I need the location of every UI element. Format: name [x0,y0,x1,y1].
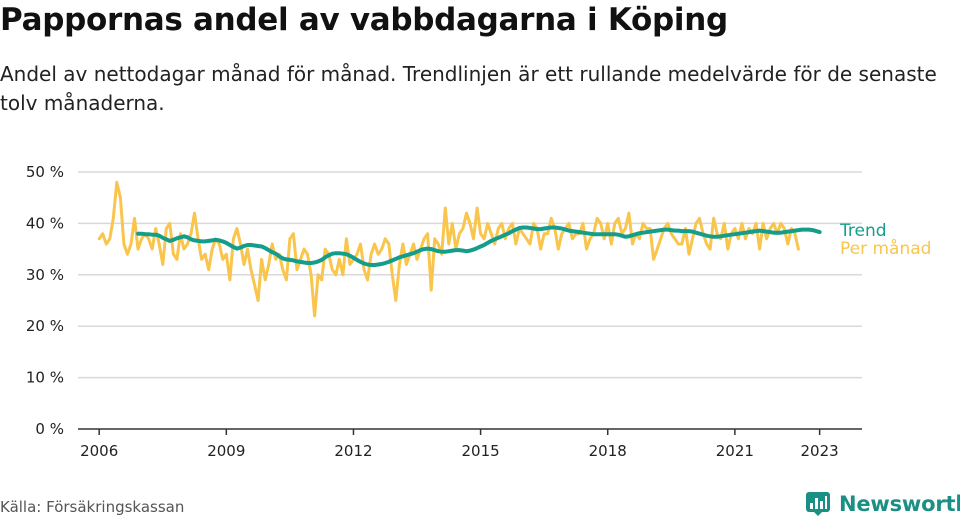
legend-trend: Trend [839,221,887,241]
y-tick-label: 0 % [35,420,64,438]
bar-chart-icon [806,492,830,516]
series-line-per-manad [97,180,800,318]
x-tick-label: 2018 [589,442,627,460]
y-tick-label: 50 % [26,163,64,181]
y-axis-ticks: 0 % 10 % 20 % 30 % 40 % 50 % [26,163,64,438]
y-tick-label: 10 % [26,369,64,387]
x-tick-label: 2009 [207,442,245,460]
page-title: Pappornas andel av vabbdagarna i Köping [0,2,728,38]
series-line-trend [136,225,822,267]
x-tick-label: 2023 [801,442,839,460]
source-note: Källa: Försäkringskassan [0,498,185,516]
gridlines [78,171,862,379]
x-tick-label: 2012 [334,442,372,460]
brand-name: Newsworthy [839,492,960,516]
legend-per-manad: Per månad [840,238,931,259]
x-tick-label: 2015 [462,442,500,460]
brand-logo: Newsworthy [805,489,960,519]
y-tick-label: 40 % [26,214,64,232]
y-tick-label: 20 % [26,317,64,335]
x-tick-label: 2006 [80,442,118,460]
x-axis-ticks: 2006 2009 2012 2015 2018 2021 2023 [78,428,862,460]
series-lines [97,180,822,318]
x-tick-label: 2021 [716,442,754,460]
line-chart: 0 % 10 % 20 % 30 % 40 % 50 % 2006 2009 2012 2015… [26,163,932,460]
page-subtitle: Andel av nettodagar månad för månad. Tre… [0,62,937,115]
y-tick-label: 30 % [26,266,64,284]
